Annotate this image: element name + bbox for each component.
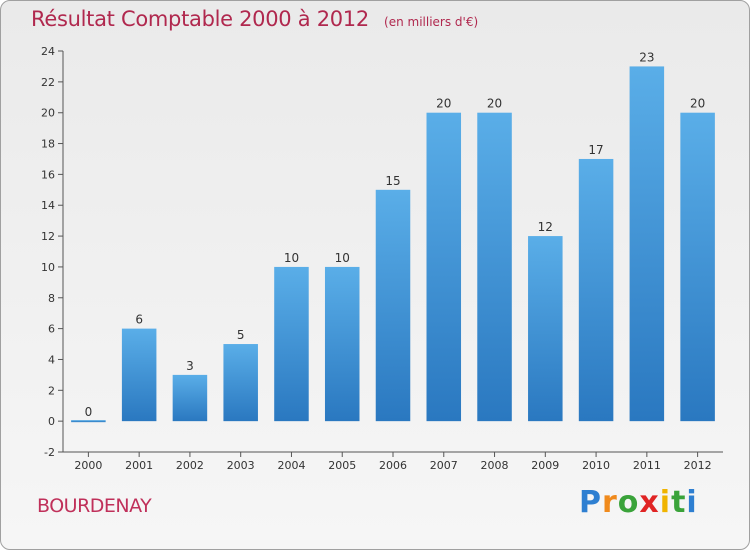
x-tick-label: 2011 xyxy=(633,459,661,472)
bar-2001 xyxy=(121,328,157,422)
bar-value-label: 20 xyxy=(690,97,705,111)
y-tick-label: 10 xyxy=(41,261,55,274)
y-tick-label: 6 xyxy=(48,323,55,336)
bar-value-label: 3 xyxy=(186,359,194,373)
bar-2011 xyxy=(629,66,665,422)
bar-2000 xyxy=(71,420,106,423)
logo-letter: x xyxy=(639,485,660,520)
logo-letter: o xyxy=(617,485,640,520)
bar-value-label: 17 xyxy=(588,143,603,157)
logo-letter: P xyxy=(579,485,602,520)
bar-value-label: 10 xyxy=(335,251,350,265)
bar-2007 xyxy=(426,112,462,422)
y-tick-label: 24 xyxy=(41,45,55,58)
x-tick-label: 2012 xyxy=(684,459,712,472)
bar-2012 xyxy=(680,112,715,422)
commune-name: BOURDENAY xyxy=(37,495,152,517)
logo-letter: r xyxy=(602,485,618,520)
y-tick-label: 4 xyxy=(48,353,55,366)
x-tick-label: 2004 xyxy=(277,459,305,472)
x-tick-label: 2008 xyxy=(481,459,509,472)
y-tick-label: 0 xyxy=(48,415,55,428)
x-tick-label: 2002 xyxy=(176,459,204,472)
y-tick-label: 12 xyxy=(41,230,55,243)
logo-letter: i xyxy=(659,485,672,520)
chart-title-block: Résultat Comptable 2000 à 2012 (en milli… xyxy=(31,7,478,31)
bar-2005 xyxy=(324,266,360,422)
y-tick-label: 8 xyxy=(48,292,55,305)
bar-value-label: 12 xyxy=(538,220,553,234)
x-tick-label: 2007 xyxy=(430,459,458,472)
y-tick-label: 14 xyxy=(41,199,55,212)
y-tick-label: -2 xyxy=(44,446,55,459)
bar-value-label: 20 xyxy=(436,97,451,111)
bar-value-label: 0 xyxy=(85,405,93,419)
x-tick-label: 2003 xyxy=(227,459,255,472)
bar-value-label: 10 xyxy=(284,251,299,265)
proxiti-logo: Proxiti xyxy=(579,485,698,520)
bar-2003 xyxy=(223,344,258,422)
bar-value-label: 5 xyxy=(237,328,245,342)
bar-2010 xyxy=(578,158,614,422)
logo-letter: i xyxy=(686,485,698,520)
x-tick-label: 2005 xyxy=(328,459,356,472)
bar-2004 xyxy=(274,266,309,422)
bar-value-label: 20 xyxy=(487,97,502,111)
bar-2008 xyxy=(477,112,512,422)
bar-2002 xyxy=(172,374,208,422)
bar-2006 xyxy=(375,189,411,422)
x-tick-label: 2001 xyxy=(125,459,153,472)
y-tick-label: 22 xyxy=(41,76,55,89)
x-tick-label: 2000 xyxy=(74,459,102,472)
bar-value-label: 6 xyxy=(135,313,143,327)
bar-value-label: 23 xyxy=(639,50,654,64)
y-tick-label: 2 xyxy=(48,384,55,397)
x-tick-label: 2010 xyxy=(582,459,610,472)
logo-letter: t xyxy=(671,485,687,520)
bar-value-label: 15 xyxy=(385,174,400,188)
x-tick-label: 2006 xyxy=(379,459,407,472)
bar-2009 xyxy=(528,236,563,422)
y-tick-label: 18 xyxy=(41,138,55,151)
y-tick-label: 16 xyxy=(41,168,55,181)
chart-subtitle: (en milliers d'€) xyxy=(384,15,479,29)
y-tick-label: 20 xyxy=(41,107,55,120)
chart-title: Résultat Comptable 2000 à 2012 xyxy=(31,7,369,31)
x-tick-label: 2009 xyxy=(531,459,559,472)
